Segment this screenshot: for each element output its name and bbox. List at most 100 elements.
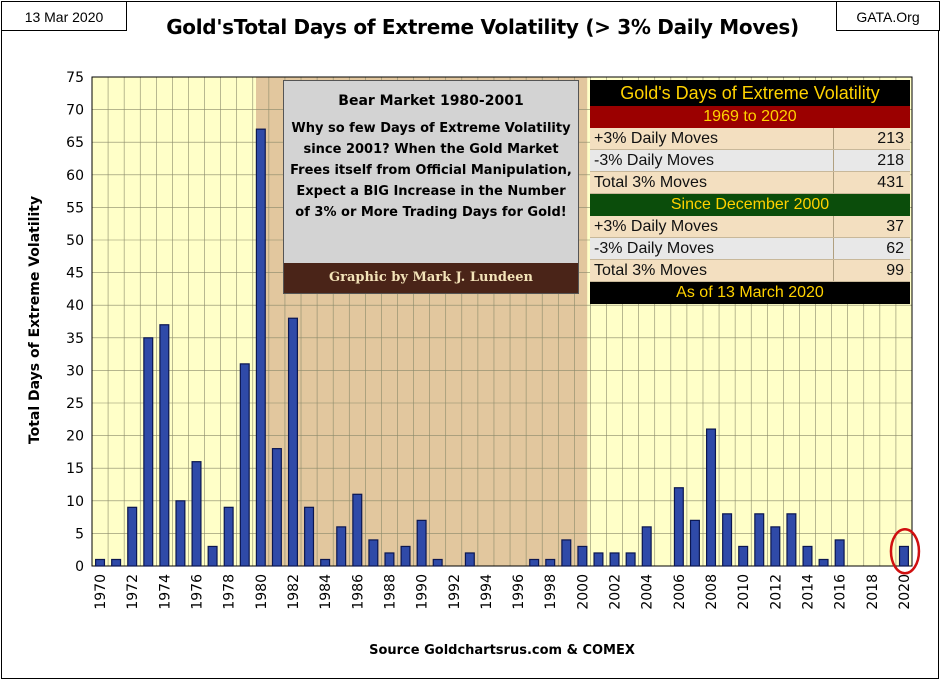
bar-1983 [304, 506, 315, 567]
bar-1972 [127, 506, 138, 567]
bar-2009 [722, 513, 733, 567]
bar-2016 [834, 539, 845, 567]
stats-row-label: Total 3% Moves [590, 260, 834, 281]
bar-2006 [673, 487, 684, 567]
stats-title: Gold's Days of Extreme Volatility [590, 80, 910, 106]
bar-2003 [625, 552, 636, 567]
y-tick-label: 0 [75, 559, 84, 575]
stats-row-label: -3% Daily Moves [590, 150, 834, 171]
stats-row: -3% Daily Moves 218 [590, 150, 910, 172]
stats-row: Total 3% Moves 99 [590, 260, 910, 282]
bar-1973 [143, 337, 154, 567]
y-tick-label: 15 [66, 461, 84, 477]
y-tick-label: 70 [66, 103, 84, 119]
x-tick-label: 1972 [125, 574, 141, 610]
stats-row: +3% Daily Moves 213 [590, 128, 910, 150]
stats-row-label: +3% Daily Moves [590, 216, 834, 237]
stats-row: -3% Daily Moves 62 [590, 238, 910, 260]
bar-1991 [432, 558, 443, 567]
bar-2010 [738, 545, 749, 567]
stats-row-label: -3% Daily Moves [590, 238, 834, 259]
stats-row-value: 99 [886, 262, 904, 279]
bar-1988 [384, 552, 395, 567]
stats-row-label: +3% Daily Moves [590, 128, 834, 149]
x-tick-label: 1980 [254, 574, 270, 610]
bear-market-note: Bear Market 1980-2001 Why so few Days of… [283, 80, 579, 294]
bar-1977 [207, 545, 218, 567]
bar-2020 [898, 545, 909, 567]
stats-row-value: 37 [886, 218, 904, 235]
x-tick-label: 1988 [382, 574, 398, 610]
bar-2015 [818, 558, 829, 567]
stats-section-1969-2020: 1969 to 2020 [590, 106, 910, 128]
stats-row-value: 62 [886, 240, 904, 257]
x-tick-label: 2008 [704, 574, 720, 610]
bar-1980 [255, 128, 266, 567]
y-tick-label: 55 [66, 200, 84, 216]
bar-1997 [529, 558, 540, 567]
x-tick-label: 2004 [640, 574, 656, 610]
bar-2008 [705, 428, 717, 567]
stats-row: +3% Daily Moves 37 [590, 216, 910, 238]
chart-title: Gold'sTotal Days of Extreme Volatility (… [166, 15, 799, 39]
x-tick-label: 2002 [608, 574, 624, 610]
highlight-circle-2020 [889, 527, 921, 575]
x-tick-label: 1970 [93, 574, 109, 610]
y-axis-label: Total Days of Extreme Volatility [27, 195, 43, 445]
bar-2013 [786, 513, 797, 567]
bar-1986 [352, 493, 363, 567]
x-tick-label: 2010 [736, 574, 752, 610]
y-tick-label: 20 [66, 429, 84, 445]
bar-1985 [336, 526, 347, 567]
x-tick-label: 1990 [415, 574, 431, 610]
x-tick-label: 1998 [543, 574, 559, 610]
x-tick-label: 1984 [318, 574, 334, 610]
x-tick-label: 2018 [865, 574, 881, 610]
x-tick-label: 2020 [897, 574, 913, 610]
bar-1998 [545, 558, 556, 567]
x-tick-label: 2014 [800, 574, 816, 610]
x-tick-label: 2006 [672, 574, 688, 610]
bar-2007 [689, 519, 700, 567]
bar-1987 [368, 539, 379, 567]
note-title: Bear Market 1980-2001 [338, 93, 524, 109]
x-tick-label: 2012 [768, 574, 784, 610]
date-label: 13 Mar 2020 [1, 1, 127, 31]
source-label: Source Goldchartsrus.com & COMEX [369, 643, 635, 658]
bar-1975 [175, 500, 186, 567]
stats-table: Gold's Days of Extreme Volatility 1969 t… [590, 80, 910, 304]
graphic-credit: Graphic by Mark J. Lundeen [284, 263, 578, 293]
y-tick-label: 35 [66, 331, 84, 347]
bar-1999 [561, 539, 572, 567]
bar-1978 [223, 506, 234, 567]
x-tick-label: 1974 [157, 574, 173, 610]
y-tick-label: 75 [66, 70, 84, 86]
y-tick-label: 65 [66, 135, 84, 151]
x-tick-label: 1976 [190, 574, 206, 610]
y-tick-label: 30 [66, 363, 84, 379]
y-tick-label: 10 [66, 494, 84, 510]
bar-2002 [609, 552, 620, 567]
site-label: GATA.Org [836, 1, 940, 31]
bar-1984 [320, 558, 331, 567]
bar-1971 [111, 558, 122, 567]
bar-1989 [400, 545, 411, 567]
bar-2011 [754, 513, 765, 567]
x-tick-label: 1992 [447, 574, 463, 610]
y-tick-label: 45 [66, 266, 84, 282]
bar-2004 [641, 526, 652, 567]
bar-2001 [593, 552, 604, 567]
bar-2014 [802, 545, 813, 567]
x-tick-label: 1978 [222, 574, 238, 610]
stats-section-since-2000: Since December 2000 [590, 194, 910, 216]
bar-1982 [287, 317, 299, 567]
x-tick-label: 1996 [511, 574, 527, 610]
bar-1974 [159, 324, 170, 567]
bar-1979 [239, 363, 250, 567]
stats-row-value: 431 [877, 174, 904, 191]
y-tick-label: 40 [66, 298, 84, 314]
stats-as-of: As of 13 March 2020 [590, 282, 910, 304]
y-tick-label: 5 [75, 526, 84, 542]
bar-1970 [95, 558, 106, 567]
bar-1990 [416, 519, 427, 567]
